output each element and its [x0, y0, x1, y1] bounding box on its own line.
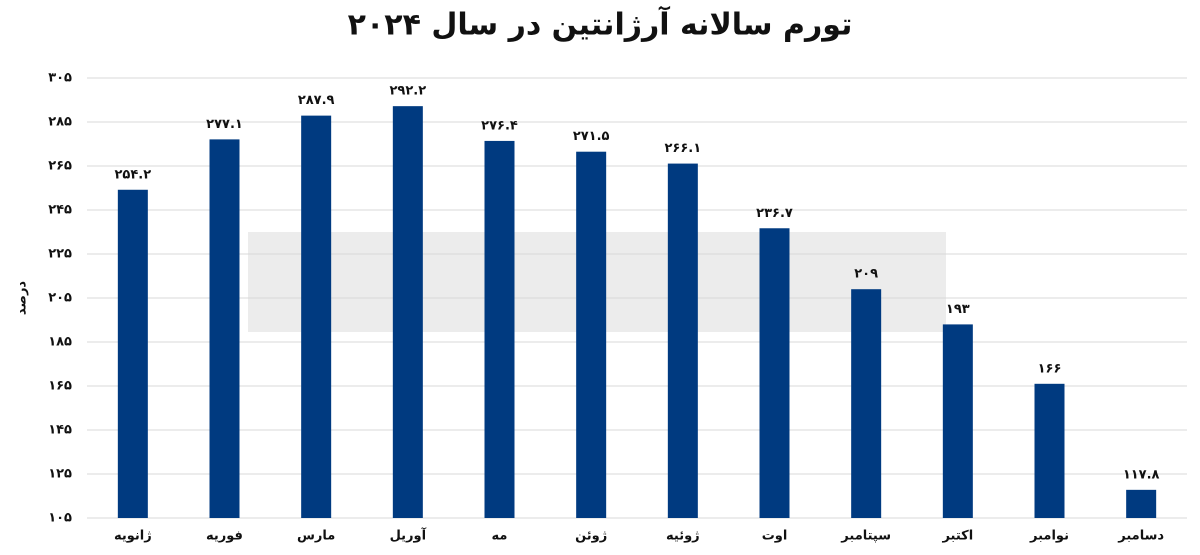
bar	[942, 324, 973, 518]
y-tick-label: ۱۸۵	[48, 335, 72, 350]
x-tick-label: ژانویه	[114, 529, 152, 544]
x-tick-label: اوت	[762, 529, 788, 544]
data-label: ۲۷۱.۵	[573, 129, 610, 144]
y-tick-label: ۳۰۵	[48, 71, 72, 86]
bar	[484, 140, 515, 519]
y-tick-label: ۱۴۵	[48, 423, 72, 438]
bar	[392, 106, 423, 518]
y-tick-label: ۱۲۵	[48, 467, 72, 482]
y-tick-label: ۱۶۵	[48, 379, 72, 394]
bar	[667, 163, 698, 518]
x-tick-label: ژوئیه	[666, 529, 700, 544]
x-tick-label: فوریه	[206, 529, 243, 544]
data-label: ۲۸۷.۹	[298, 93, 335, 108]
y-tick-label: ۱۰۵	[48, 511, 72, 526]
x-tick-label: اکتبر	[941, 529, 973, 544]
data-label: ۲۵۴.۲	[114, 167, 151, 182]
bar	[209, 139, 240, 518]
x-tick-label: آوریل	[390, 527, 427, 544]
chart-title: تورم سالانه آرژانتین در سال ۲۰۲۴	[348, 6, 853, 43]
data-label: ۲۷۶.۴	[481, 118, 518, 133]
data-label: ۲۷۷.۱	[206, 117, 243, 132]
bar	[576, 151, 607, 518]
data-label: ۲۶۶.۱	[664, 141, 701, 156]
bar	[1034, 383, 1065, 518]
y-tick-label: ۲۶۵	[48, 159, 72, 174]
y-tick-label: ۲۰۵	[48, 291, 72, 306]
bar	[759, 228, 790, 518]
y-tick-label: ۲۲۵	[48, 247, 72, 262]
x-tick-label: مارس	[297, 529, 335, 544]
y-tick-label: ۲۸۵	[48, 115, 72, 130]
data-label: ۱۶۶	[1038, 361, 1062, 376]
bar	[1126, 489, 1157, 518]
data-label: ۲۳۶.۷	[756, 206, 793, 221]
data-label: ۱۱۷.۸	[1123, 467, 1160, 482]
data-label: ۱۹۳	[946, 302, 970, 317]
y-tick-label: ۲۴۵	[48, 203, 72, 218]
bar	[117, 189, 148, 518]
x-tick-label: ژوئن	[575, 529, 607, 544]
bar	[851, 289, 882, 518]
data-label: ۲۰۹	[854, 267, 878, 282]
x-tick-label: سپتامبر	[840, 529, 891, 544]
data-label: ۲۹۲.۲	[389, 84, 426, 99]
x-tick-label: نوامبر	[1029, 529, 1069, 544]
bar	[301, 115, 332, 519]
y-axis-label: درصد	[15, 281, 30, 316]
x-tick-label: مه	[492, 529, 508, 544]
x-tick-label: دسامبر	[1117, 529, 1164, 544]
